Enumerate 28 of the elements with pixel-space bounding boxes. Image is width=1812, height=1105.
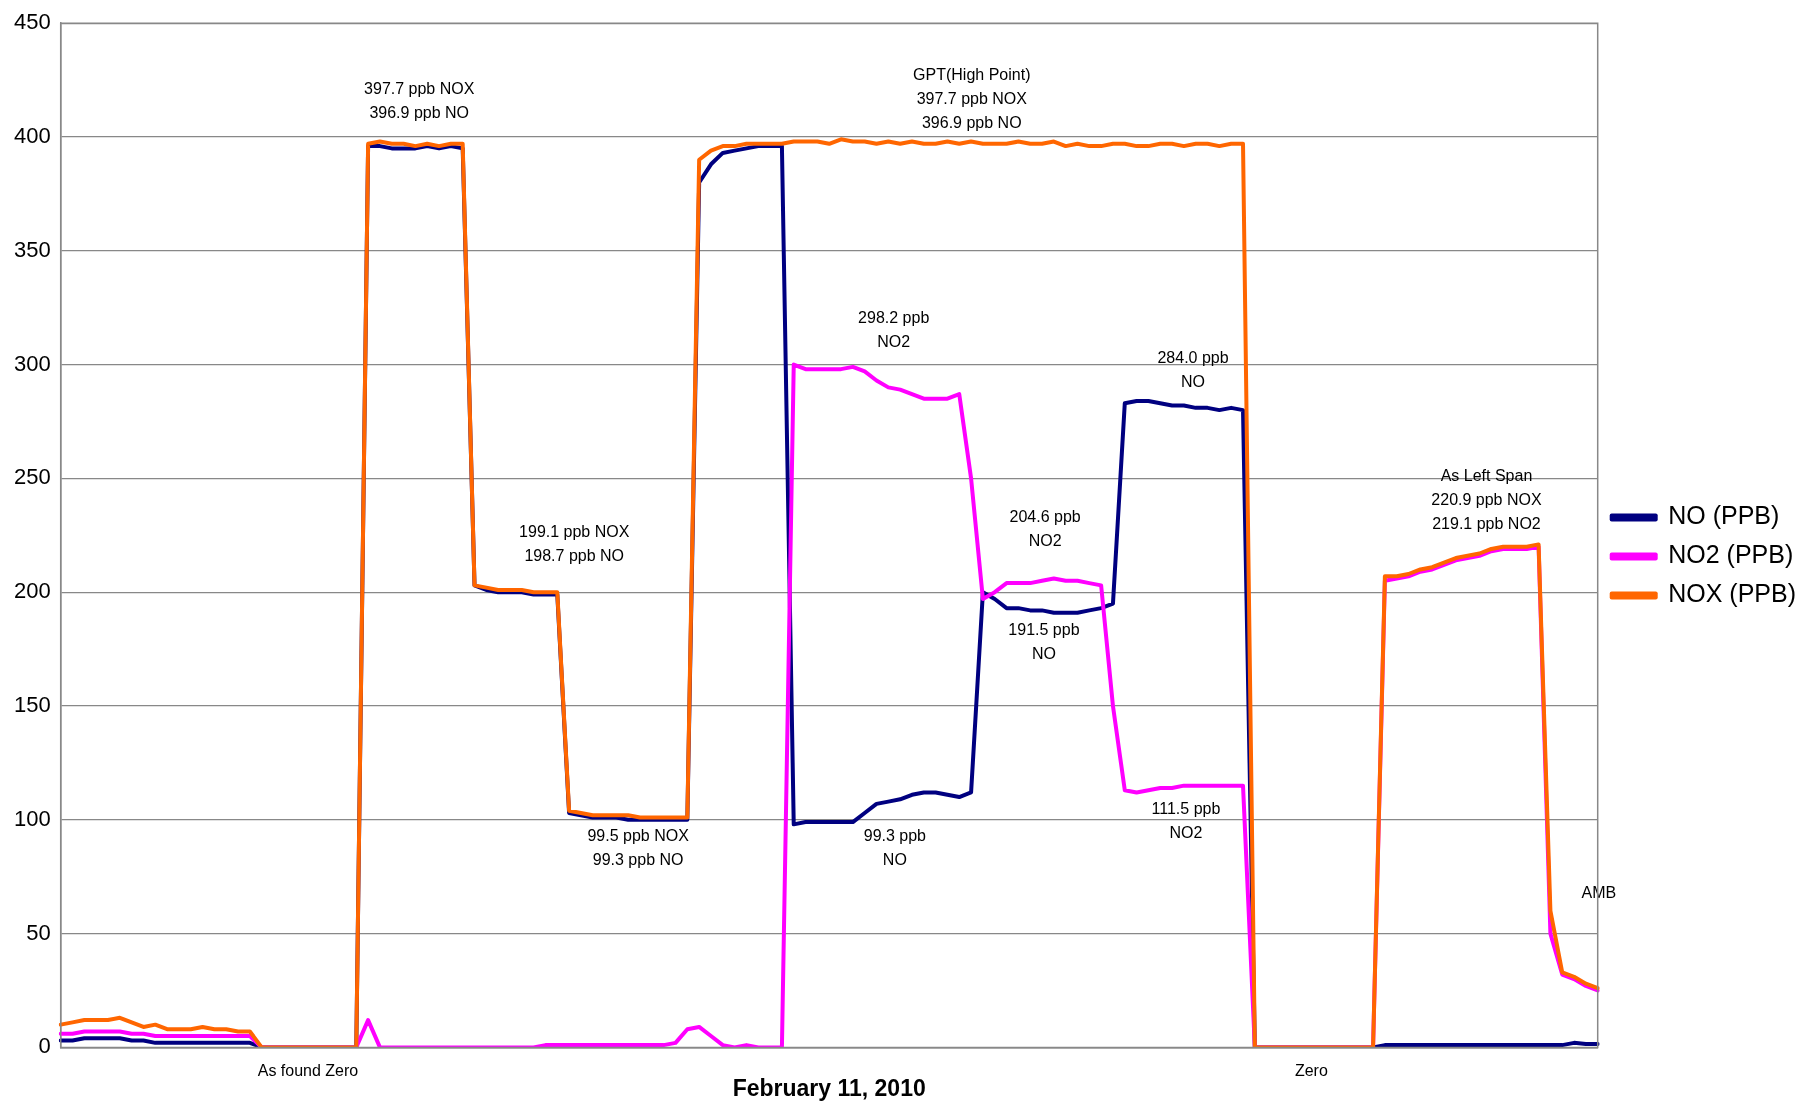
legend-label: NOX (PPB) <box>1668 579 1796 608</box>
text: As found Zero <box>257 1061 359 1079</box>
annotation: 204.6 ppb NO2 <box>1009 508 1081 550</box>
y-tick-label: 250 <box>13 464 51 490</box>
annotation: 99.5 ppb NOX 99.3 ppb NO <box>587 826 690 868</box>
annotation: 397.7 ppb NOX 396.9 ppb NO <box>364 79 475 121</box>
legend-label: NO (PPB) <box>1668 501 1780 530</box>
y-tick-label: 400 <box>13 123 51 149</box>
y-tick-label: 300 <box>13 350 51 376</box>
x-axis-title: February 11, 2010 <box>732 1074 926 1101</box>
annotation: GPT(High Point) 397.7 ppb NOX 396.9 ppb NO <box>913 66 1031 132</box>
y-tick-label: 100 <box>13 805 51 831</box>
annotation: 99.3 ppb NO <box>863 826 927 868</box>
y-tick-label: 450 <box>13 9 51 35</box>
y-tick-label: 200 <box>13 578 51 604</box>
annotation: As Left Span 220.9 ppb NOX 219.1 ppb NO2 <box>1431 466 1542 532</box>
annotation: 111.5 ppb NO2 <box>1151 800 1221 842</box>
y-tick-label: 350 <box>13 236 51 262</box>
text: Zero <box>1294 1061 1328 1079</box>
annotation: AMB <box>1581 883 1617 901</box>
annotation: 284.0 ppb NO <box>1157 349 1229 391</box>
y-tick-label: 0 <box>38 1033 51 1059</box>
y-tick-label: 150 <box>13 692 51 718</box>
annotation: 298.2 ppb NO2 <box>858 309 930 351</box>
annotation: 199.1 ppb NOX 198.7 ppb NO <box>519 522 630 564</box>
y-tick-label: 50 <box>26 919 51 945</box>
annotation: 191.5 ppb NO <box>1008 621 1080 663</box>
legend-label: NO2 (PPB) <box>1668 540 1794 569</box>
